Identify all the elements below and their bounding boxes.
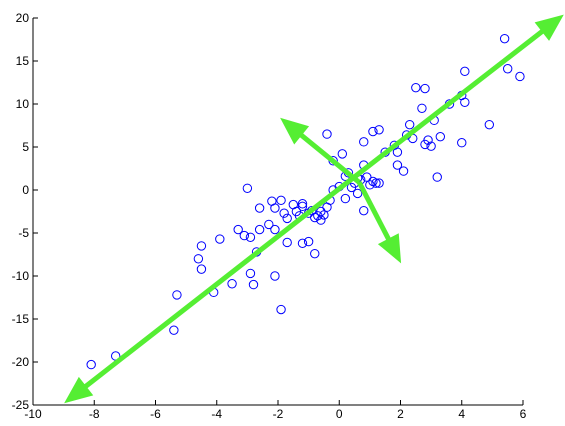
data-point (457, 138, 467, 148)
data-point (310, 248, 320, 259)
data-point (248, 279, 259, 290)
y-tick-label: -20 (12, 355, 30, 369)
data-point (346, 182, 357, 193)
data-point (193, 254, 204, 264)
principal-axis-shaft (305, 28, 546, 216)
data-point (239, 230, 250, 241)
x-tick-label: -2 (273, 407, 284, 421)
data-point (270, 271, 280, 281)
data-point (420, 83, 430, 94)
ticks (32, 17, 524, 406)
data-point (352, 188, 363, 199)
data-point (172, 290, 182, 300)
data-point (359, 205, 369, 216)
x-tick-label: -10 (24, 407, 42, 421)
data-point (276, 304, 286, 315)
data-point (215, 234, 225, 244)
data-point (297, 238, 308, 249)
data-point (270, 203, 280, 213)
principal-axis-shaft (298, 131, 361, 185)
data-point (227, 279, 237, 289)
data-point (359, 137, 369, 147)
data-point (233, 224, 243, 235)
y-tick-label: 15 (16, 54, 30, 68)
data-point (169, 325, 179, 335)
principal-axis-arrowhead (534, 14, 564, 41)
x-tick-label: -6 (150, 407, 161, 421)
data-point (404, 119, 415, 130)
y-tick-label: 20 (16, 11, 30, 25)
data-point (196, 264, 207, 274)
principal-axis-shaft (82, 211, 309, 390)
data-point (297, 201, 308, 212)
data-point (515, 71, 525, 82)
data-point (245, 232, 256, 243)
data-point (435, 131, 446, 142)
data-point (432, 172, 442, 182)
data-point (411, 82, 421, 93)
data-point (460, 66, 470, 77)
data-point (365, 180, 375, 190)
data-point (303, 236, 314, 247)
x-tick-label: 6 (520, 407, 527, 421)
data-point (371, 178, 381, 188)
data-point (484, 119, 495, 130)
data-point (322, 129, 332, 139)
data-point (423, 135, 433, 145)
data-point (297, 199, 308, 209)
y-tick-label: 5 (22, 140, 29, 154)
y-tick-label: 10 (16, 97, 30, 111)
y-tick-label: -25 (12, 398, 30, 412)
data-point (368, 126, 378, 137)
data-point (282, 213, 292, 224)
data-point (322, 202, 332, 212)
data-point (276, 195, 286, 206)
data-point (245, 268, 256, 279)
principal-axis-arrowhead (64, 376, 94, 404)
data-point (340, 193, 351, 204)
data-point (279, 208, 289, 218)
principal-axis-arrowhead (377, 233, 402, 264)
data-point (502, 64, 513, 74)
data-point (392, 160, 403, 170)
y-tick-label: 0 (22, 183, 29, 197)
data-point (86, 359, 96, 370)
x-tick-label: 2 (397, 407, 404, 421)
data-point (417, 103, 427, 114)
data-point (374, 125, 384, 135)
y-tick-label: -5 (18, 226, 29, 240)
x-tick-label: -4 (211, 407, 222, 421)
data-point (499, 33, 510, 44)
data-point (264, 219, 274, 230)
x-tick-label: 0 (336, 407, 343, 421)
data-point (242, 183, 253, 193)
data-point (254, 203, 265, 213)
data-point (398, 166, 409, 176)
y-tick-label: -10 (12, 269, 30, 283)
data-point (392, 147, 403, 157)
data-point (426, 141, 436, 151)
data-points (86, 33, 525, 370)
data-point (254, 224, 265, 235)
data-point (313, 211, 323, 221)
principal-axis-arrowhead (280, 117, 310, 145)
data-point (196, 241, 207, 251)
data-point (460, 97, 470, 107)
data-point (270, 224, 280, 235)
principal-axis-shaft (356, 181, 392, 243)
x-tick-label: -8 (89, 407, 100, 421)
principal-axes (64, 14, 564, 404)
y-tick-label: -15 (12, 312, 30, 326)
data-point (374, 178, 384, 188)
x-tick-label: 4 (458, 407, 465, 421)
data-point (282, 237, 292, 248)
data-point (337, 149, 348, 159)
